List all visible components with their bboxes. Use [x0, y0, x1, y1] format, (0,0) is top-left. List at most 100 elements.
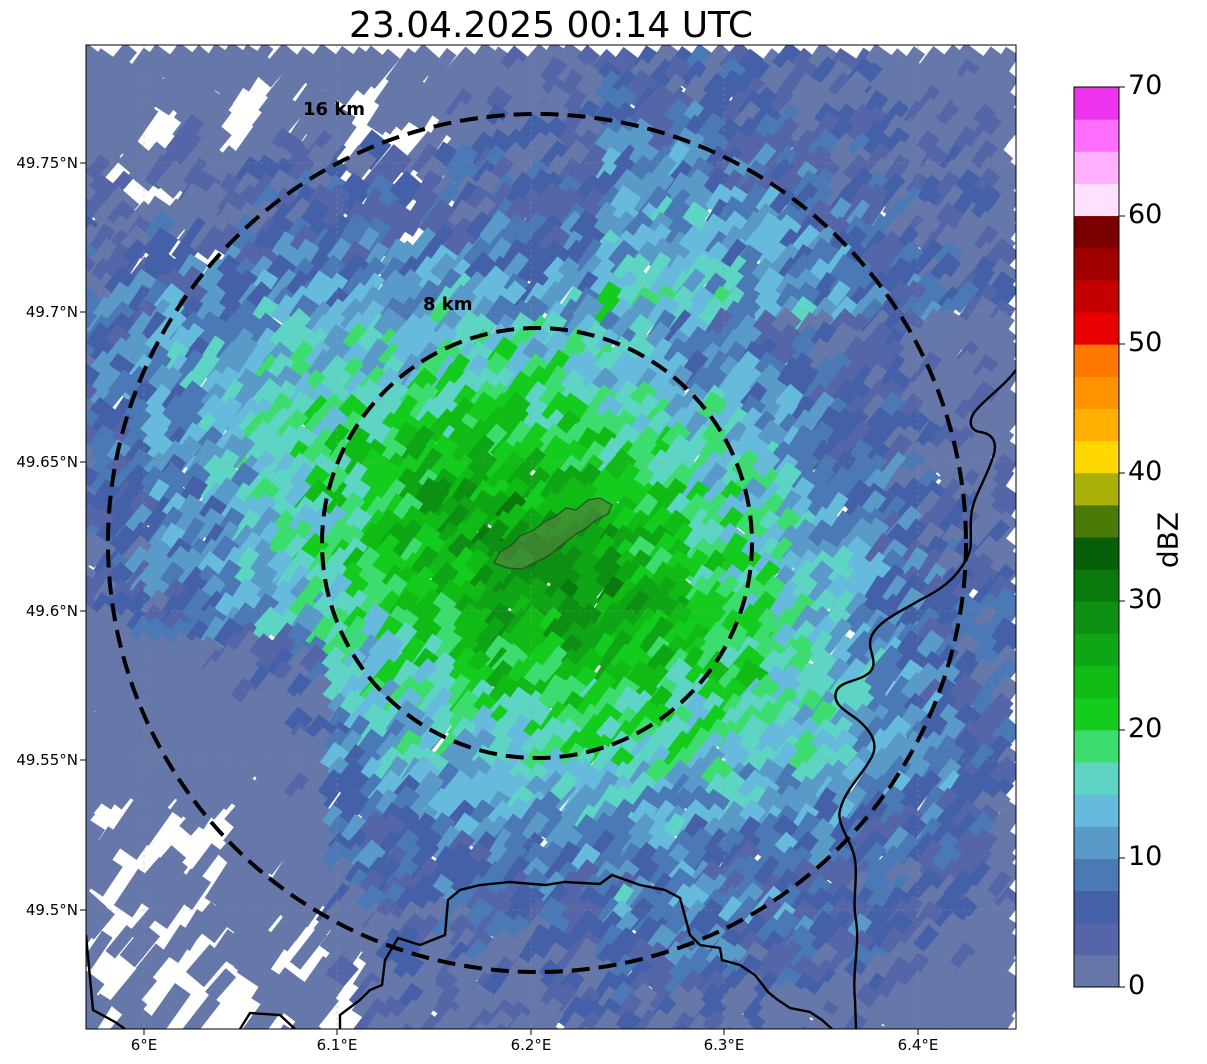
radar-cell	[117, 139, 156, 179]
colorbar-tick-40: 40	[1128, 456, 1163, 487]
colorbar-segment	[1074, 151, 1119, 184]
range-ring-16km	[106, 112, 968, 974]
radar-cell	[256, 1024, 308, 1029]
radar-cell	[402, 382, 439, 428]
radar-cell	[400, 1028, 439, 1029]
radar-cell	[86, 702, 101, 739]
radar-cell	[86, 490, 104, 542]
radar-cell	[900, 1009, 949, 1029]
radar-cell	[144, 154, 176, 190]
radar-cell	[420, 1028, 464, 1029]
radar-cell	[929, 757, 962, 794]
radar-cell	[86, 195, 97, 233]
radar-cell	[747, 284, 781, 323]
radar-cell	[112, 790, 162, 846]
radar-cell	[86, 574, 105, 611]
radar-cell	[86, 241, 100, 295]
radar-cell	[143, 350, 172, 382]
colorbar-title: dBZ	[1151, 511, 1185, 569]
radar-cell	[941, 1009, 992, 1029]
radar-cell	[958, 1013, 1006, 1029]
radar-cell	[233, 943, 271, 982]
radar-cell	[150, 71, 190, 116]
colorbar-tick-60: 60	[1128, 199, 1163, 230]
radar-cell	[384, 518, 425, 562]
range-ring-8km-label: 8 km	[423, 294, 473, 315]
radar-cell	[305, 253, 335, 286]
radar-cell	[460, 237, 495, 273]
radar-cell	[86, 440, 102, 477]
radar-cell	[86, 363, 105, 420]
radar-cell	[125, 772, 155, 805]
radar-cell	[645, 643, 679, 679]
radar-cell	[86, 888, 107, 946]
radar-cell	[659, 984, 697, 1024]
radar-cell	[430, 825, 463, 863]
radar-cell	[142, 420, 169, 450]
radar-cell	[204, 856, 244, 906]
radar-cell	[371, 1025, 417, 1029]
radar-cell	[108, 965, 158, 1019]
radar-cell	[523, 255, 552, 286]
radar-cell	[137, 867, 174, 910]
lat-label-49-6: 49.6°N	[25, 602, 78, 620]
colorbar-segment	[1074, 504, 1119, 538]
radar-cell	[843, 602, 881, 640]
radar-cell	[757, 1009, 806, 1029]
radar-cell	[211, 59, 242, 96]
colorbar-segment	[1074, 408, 1119, 442]
river-line	[834, 369, 1016, 1029]
radar-cell	[220, 881, 271, 937]
radar-cell	[86, 185, 100, 236]
radar-cell	[86, 58, 99, 89]
radar-cell	[86, 394, 103, 450]
radar-cell	[128, 896, 169, 941]
lat-ticks	[80, 162, 86, 911]
radar-cell	[733, 55, 772, 99]
radar-cell	[699, 256, 731, 290]
radar-cell	[86, 453, 99, 487]
radar-cell	[86, 686, 104, 738]
radar-cell	[86, 408, 101, 447]
radar-cell	[87, 856, 123, 897]
radar-cell	[798, 743, 844, 790]
colorbar-segment	[1074, 794, 1119, 827]
radar-cell	[689, 954, 730, 997]
radar-cell	[87, 424, 115, 456]
lat-label-49-7: 49.7°N	[25, 303, 78, 321]
radar-cell	[403, 322, 445, 364]
radar-reflectivity-layer	[86, 45, 1016, 1029]
radar-cell	[86, 898, 104, 937]
colorbar	[1074, 87, 1119, 988]
radar-cell	[86, 755, 98, 793]
radar-cell	[120, 365, 159, 405]
colorbar-segment	[1074, 312, 1119, 345]
radar-cell	[753, 826, 786, 862]
radar-cell	[519, 466, 551, 503]
radar-cell	[288, 238, 324, 277]
radar-cell	[351, 980, 384, 1019]
radar-cell	[86, 267, 102, 320]
radar-cell	[985, 535, 1016, 570]
range-ring-8km	[320, 326, 754, 760]
radar-cell	[837, 1028, 875, 1029]
radar-cell	[113, 868, 157, 918]
radar-cell	[105, 996, 148, 1029]
colorbar-segment	[1074, 215, 1119, 249]
radar-cell	[563, 1025, 609, 1029]
radar-cell	[959, 1028, 1008, 1029]
border-south	[238, 1011, 296, 1029]
radar-cell	[697, 1008, 728, 1029]
colorbar-segment	[1074, 472, 1119, 506]
radar-cell	[384, 1014, 425, 1029]
radar-cell	[86, 629, 105, 675]
radar-cell	[726, 895, 759, 930]
radar-cell	[907, 212, 943, 250]
lat-label-49-65: 49.65°N	[16, 453, 78, 471]
radar-cell	[737, 210, 765, 243]
radar-cell	[86, 774, 116, 830]
radar-cell	[871, 1007, 920, 1029]
radar-cell	[537, 1007, 564, 1029]
radar-cell	[86, 351, 97, 395]
radar-cell	[621, 1027, 665, 1029]
